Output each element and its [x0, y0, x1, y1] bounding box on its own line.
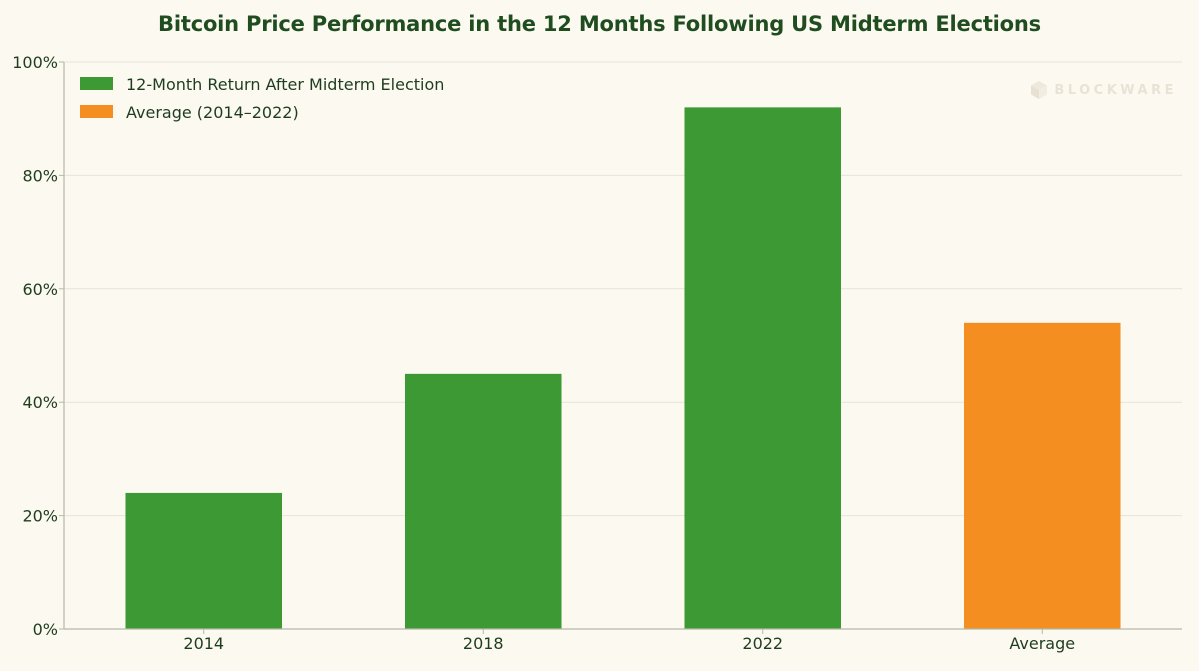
y-tick-label: 0% — [33, 620, 58, 639]
legend-swatch — [80, 105, 113, 118]
bars — [125, 107, 1121, 630]
y-tick-label: 80% — [22, 166, 58, 185]
tick-labels: 0% 20% 40% 60% 80% 100% 2014 2018 2022 Average — [12, 53, 1075, 653]
bar-2018 — [404, 373, 562, 629]
x-tick-label: Average — [1009, 634, 1075, 653]
watermark: BLOCKWARE — [1030, 80, 1177, 100]
y-tick-label: 100% — [12, 53, 58, 72]
legend: 12-Month Return After Midterm Election Av… — [80, 75, 444, 122]
y-tick-label: 20% — [22, 507, 58, 526]
bar-average — [963, 322, 1121, 629]
x-tick-label: 2022 — [742, 634, 783, 653]
x-tick-label: 2018 — [463, 634, 504, 653]
chart-title: Bitcoin Price Performance in the 12 Mont… — [158, 12, 1041, 36]
legend-label: Average (2014–2022) — [126, 103, 299, 122]
bar-2014 — [125, 492, 283, 629]
x-tick-label: 2014 — [183, 634, 224, 653]
watermark-text: BLOCKWARE — [1054, 82, 1177, 98]
bar-2022 — [684, 107, 842, 630]
y-tick-label: 40% — [22, 393, 58, 412]
y-tick-label: 60% — [22, 280, 58, 299]
legend-swatch — [80, 77, 113, 90]
axes — [59, 61, 1182, 634]
cube-icon — [1031, 81, 1048, 99]
legend-label: 12-Month Return After Midterm Election — [126, 75, 444, 94]
